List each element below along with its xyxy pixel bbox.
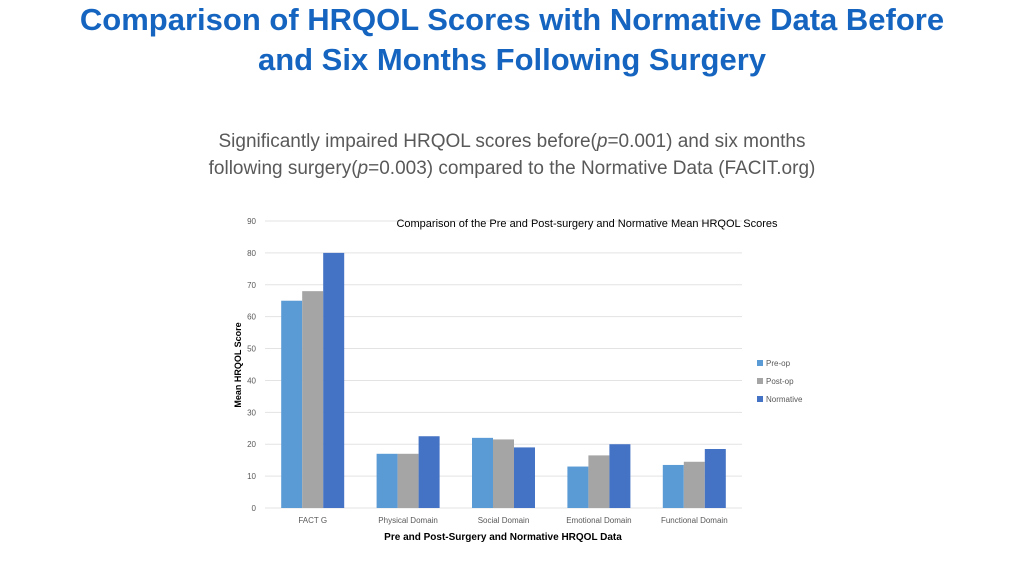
legend-swatch	[757, 360, 763, 366]
p-symbol: p	[357, 158, 369, 179]
subtitle-line-2: following surgery(p=0.003) compared to t…	[0, 155, 1024, 182]
x-tick-label: Social Domain	[478, 516, 530, 525]
slide-title: Comparison of HRQOL Scores with Normativ…	[0, 0, 1024, 80]
x-tick-label: Emotional Domain	[566, 516, 631, 525]
bar-post-op-emotional-domain	[588, 455, 610, 508]
y-tick-label: 40	[247, 376, 256, 385]
bar-pre-op-social-domain	[472, 437, 493, 508]
subtitle-text: following surgery(	[208, 158, 358, 179]
bar-post-op-fact-g	[302, 291, 324, 508]
bar-normative-fact-g	[323, 252, 345, 508]
x-axis-label: Pre and Post-Surgery and Normative HRQOL…	[384, 532, 622, 543]
y-tick-label: 90	[247, 217, 256, 226]
x-tick-label: FACT G	[298, 516, 327, 525]
slide-title-line-1: Comparison of HRQOL Scores with Normativ…	[79, 2, 945, 37]
y-tick-label: 50	[247, 345, 256, 354]
chart-title: Comparison of the Pre and Post-surgery a…	[396, 218, 778, 230]
legend-label: Normative	[766, 395, 803, 404]
y-tick-label: 0	[252, 504, 257, 513]
legend-swatch	[757, 378, 763, 384]
bar-post-op-physical-domain	[397, 453, 419, 508]
legend-swatch	[757, 396, 763, 402]
bar-post-op-functional-domain	[683, 461, 705, 508]
subtitle-text: =0.003) compared to the Normative Data (…	[368, 158, 816, 179]
bar-normative-social-domain	[514, 447, 535, 508]
bar-normative-physical-domain	[418, 436, 440, 508]
x-tick-label: Physical Domain	[378, 516, 438, 525]
subtitle-text: Significantly impaired HRQOL scores befo…	[218, 131, 597, 152]
y-axis-label: Mean HRQOL Score	[233, 322, 243, 407]
y-tick-label: 80	[247, 249, 256, 258]
y-tick-label: 60	[247, 313, 256, 322]
gridlines	[265, 220, 742, 509]
slide-subtitle: Significantly impaired HRQOL scores befo…	[0, 128, 1024, 182]
y-tick-label: 70	[247, 281, 256, 290]
x-tick-label: Functional Domain	[661, 516, 728, 525]
y-tick-labels: 0 10 20 30 40 50 60 70 80 90	[247, 217, 256, 513]
bar-pre-op-functional-domain	[662, 464, 684, 508]
legend-label: Post-op	[766, 377, 794, 386]
bars	[281, 252, 726, 508]
bar-normative-emotional-domain	[609, 444, 631, 508]
subtitle-line-1: Significantly impaired HRQOL scores befo…	[0, 128, 1024, 155]
bar-pre-op-fact-g	[281, 300, 303, 508]
x-tick-labels: FACT G Physical Domain Social Domain Emotio…	[298, 516, 727, 525]
bar-normative-functional-domain	[704, 449, 726, 508]
y-tick-label: 10	[247, 472, 256, 481]
legend: Pre-op Post-op Normative	[757, 359, 803, 404]
y-tick-label: 20	[247, 440, 256, 449]
bar-chart: 0 10 20 30 40 50 60 70 80 90 FACT G Physical Domai…	[233, 217, 803, 543]
legend-label: Pre-op	[766, 359, 791, 368]
bar-post-op-social-domain	[493, 439, 514, 508]
bar-pre-op-physical-domain	[376, 453, 398, 508]
p-symbol: p	[596, 131, 608, 152]
y-tick-label: 30	[247, 408, 256, 417]
subtitle-text: =0.001) and six months	[607, 131, 806, 152]
bar-pre-op-emotional-domain	[567, 466, 589, 508]
slide-title-line-2: and Six Months Following Surgery	[257, 42, 767, 77]
